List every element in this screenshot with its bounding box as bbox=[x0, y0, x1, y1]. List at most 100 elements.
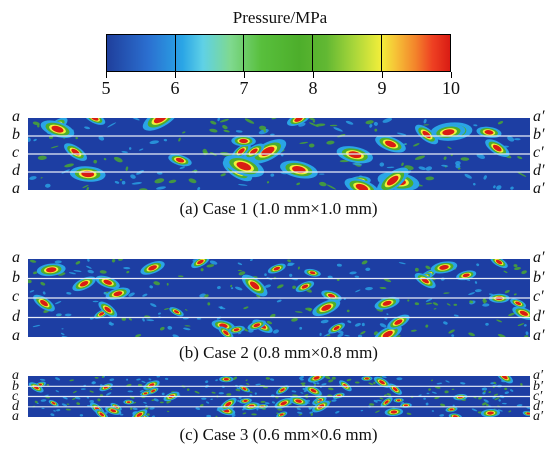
pressure-streak bbox=[292, 394, 298, 397]
colorbar-tick-label: 10 bbox=[442, 78, 460, 98]
pressure-streak bbox=[294, 311, 303, 313]
pressure-streak bbox=[451, 334, 455, 337]
pressure-streak bbox=[194, 390, 200, 394]
pressure-streak bbox=[61, 403, 68, 407]
row-label-right: a′ bbox=[533, 327, 545, 345]
pressure-streak bbox=[485, 322, 489, 326]
pressure-streak bbox=[264, 402, 270, 405]
pressure-hotspot bbox=[501, 376, 508, 380]
pressure-hotspot bbox=[379, 380, 385, 385]
pressure-streak bbox=[386, 393, 392, 396]
pressure-streak bbox=[525, 331, 529, 335]
pressure-streak bbox=[72, 397, 77, 400]
pressure-streak bbox=[497, 409, 503, 412]
pressure-streak bbox=[186, 388, 190, 391]
pressure-streak bbox=[235, 286, 243, 291]
pressure-streak bbox=[523, 324, 527, 327]
pressure-hotspot bbox=[136, 412, 143, 417]
pressure-streak bbox=[216, 316, 222, 320]
pressure-streak bbox=[335, 410, 340, 414]
pressure-streak bbox=[369, 403, 375, 406]
pressure-streak bbox=[263, 386, 268, 389]
pressure-streak bbox=[483, 175, 487, 180]
colorbar-tick-mark bbox=[451, 72, 452, 78]
pressure-streak bbox=[418, 166, 426, 171]
pressure-streak bbox=[75, 136, 78, 140]
pressure-streak bbox=[354, 275, 360, 278]
pressure-streak bbox=[413, 143, 420, 147]
pressure-streak bbox=[125, 383, 132, 388]
pressure-streak bbox=[256, 407, 259, 411]
pressure-hotspot bbox=[236, 161, 252, 171]
pressure-streak bbox=[423, 118, 427, 124]
pressure-hotspot bbox=[223, 330, 229, 336]
pressure-streak bbox=[270, 378, 275, 381]
pressure-streak bbox=[73, 269, 82, 273]
row-label-right: b′ bbox=[533, 378, 544, 394]
pressure-streak bbox=[29, 176, 37, 180]
pressure-streak bbox=[400, 402, 405, 404]
pressure-streak bbox=[373, 381, 376, 385]
pressure-streak bbox=[195, 407, 201, 410]
pressure-streak bbox=[29, 290, 35, 293]
pressure-streak bbox=[39, 378, 46, 381]
pressure-streak bbox=[81, 388, 86, 390]
pressure-hotspot bbox=[384, 140, 397, 148]
pressure-streak bbox=[460, 382, 466, 385]
pressure-streak bbox=[223, 129, 230, 133]
pressure-streak bbox=[333, 127, 343, 132]
pressure-streak bbox=[312, 382, 317, 385]
pressure-streak bbox=[37, 155, 47, 161]
pressure-streak bbox=[328, 379, 334, 383]
pressure-streak bbox=[471, 408, 478, 412]
pressure-streak bbox=[184, 309, 188, 311]
pressure-streak bbox=[287, 259, 292, 263]
pressure-streak bbox=[425, 166, 433, 171]
pressure-streak bbox=[54, 300, 62, 305]
row-label-right: a′ bbox=[533, 249, 545, 267]
pressure-streak bbox=[451, 388, 455, 391]
pressure-streak bbox=[244, 118, 255, 124]
pressure-streak bbox=[485, 403, 489, 407]
pressure-streak bbox=[56, 409, 61, 412]
pressure-streak bbox=[265, 377, 271, 380]
pressure-streak bbox=[319, 332, 322, 336]
pressure-streak bbox=[381, 376, 387, 379]
pressure-streak bbox=[430, 379, 434, 382]
pressure-streak bbox=[105, 392, 112, 396]
pressure-streak bbox=[168, 179, 177, 184]
pressure-streak bbox=[131, 182, 142, 185]
pressure-streak bbox=[361, 322, 365, 327]
caption-case-3: (c) Case 3 (0.6 mm×0.6 mm) bbox=[179, 425, 378, 444]
pressure-streak bbox=[128, 147, 132, 150]
pressure-hotspot bbox=[197, 259, 204, 265]
pressure-streak bbox=[123, 266, 131, 270]
pressure-streak bbox=[60, 332, 65, 336]
pressure-hotspot bbox=[51, 125, 64, 133]
colorbar-tick-mark bbox=[244, 72, 245, 78]
row-label-right: c′ bbox=[533, 144, 544, 162]
pressure-streak bbox=[503, 270, 508, 274]
colorbar-title: Pressure/MPa bbox=[232, 8, 328, 27]
pressure-streak bbox=[97, 398, 101, 402]
pressure-streak bbox=[226, 393, 232, 396]
pressure-hotspot bbox=[321, 304, 332, 311]
pressure-hotspot bbox=[392, 387, 398, 392]
pressure-streak bbox=[401, 162, 404, 167]
row-label-left: a bbox=[12, 409, 19, 425]
pressure-streak bbox=[149, 407, 155, 410]
pressure-streak bbox=[292, 285, 296, 290]
pressure-field-case-3 bbox=[28, 376, 530, 417]
pressure-streak bbox=[183, 327, 191, 331]
pressure-hotspot bbox=[301, 284, 309, 289]
pressure-streak bbox=[121, 151, 128, 153]
pressure-streak bbox=[243, 306, 249, 310]
pressure-streak bbox=[201, 397, 207, 400]
pressure-streak bbox=[142, 318, 145, 322]
pressure-streak bbox=[414, 155, 426, 160]
pressure-streak bbox=[482, 303, 490, 307]
pressure-streak bbox=[309, 122, 319, 128]
colorbar-tick-mark bbox=[382, 72, 383, 78]
pressure-hotspot bbox=[382, 300, 392, 306]
pressure-streak bbox=[502, 402, 507, 405]
